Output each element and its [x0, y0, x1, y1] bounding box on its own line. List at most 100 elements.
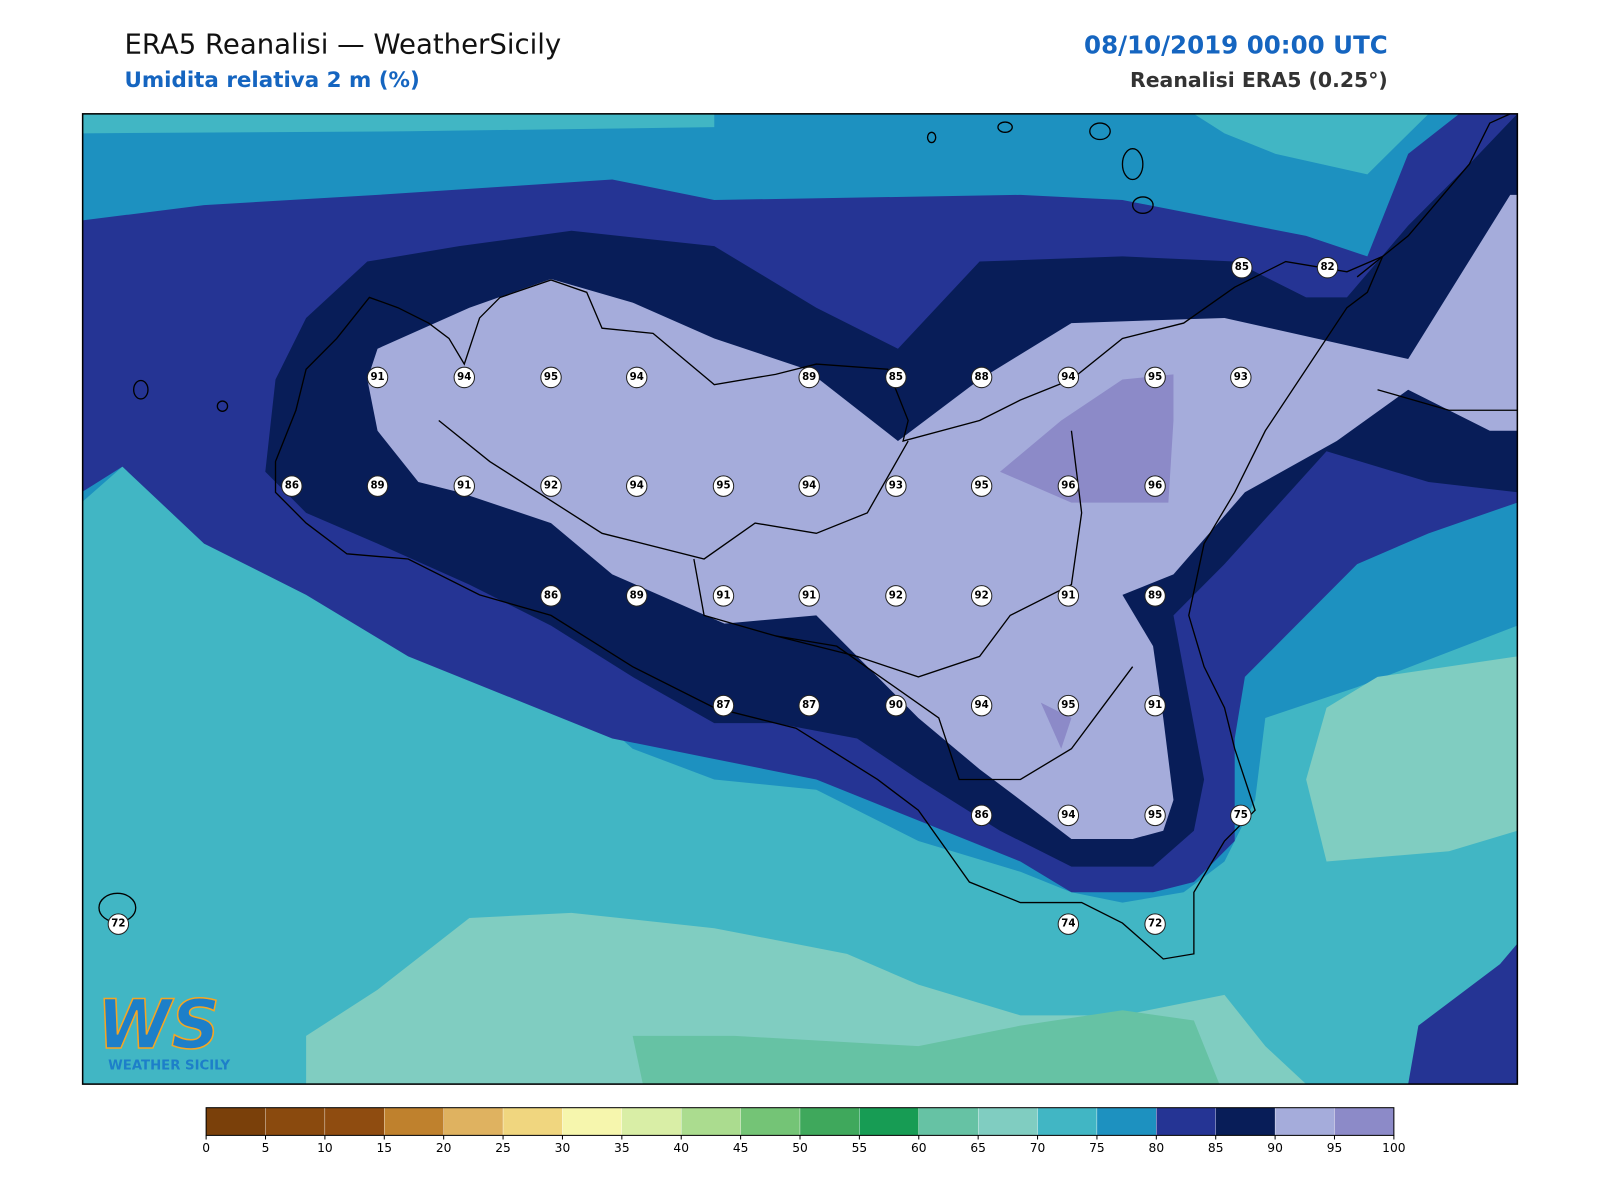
station-value: 95: [1148, 372, 1162, 383]
station-marker: [1230, 366, 1252, 389]
colorbar-segment: [1334, 1107, 1395, 1136]
colorbar-tick-label: 75: [1089, 1141, 1105, 1155]
colorbar-segment: [443, 1107, 504, 1136]
station-value: 91: [457, 481, 471, 492]
station-value: 92: [889, 590, 903, 601]
colorbar-segment: [918, 1107, 979, 1136]
datetime: 08/10/2019 00:00 UTC: [1084, 30, 1388, 59]
colorbar-tick-label: 95: [1327, 1141, 1343, 1155]
station-marker: [1057, 366, 1080, 389]
station-value: 91: [716, 590, 730, 601]
station-marker: [970, 694, 993, 717]
colorbar-segment: [1037, 1107, 1098, 1136]
colorbar-segment: [1096, 1107, 1157, 1136]
title: ERA5 Reanalisi — WeatherSicily: [124, 27, 561, 60]
subtitle: Umidita relativa 2 m (%): [124, 68, 419, 93]
station-marker: [885, 366, 907, 389]
station-value: 88: [975, 372, 989, 383]
station-marker: [281, 475, 303, 497]
colorbar-segment: [205, 1107, 266, 1136]
station-marker: [366, 366, 389, 389]
station-value: 72: [1148, 919, 1162, 930]
station-value: 95: [975, 481, 989, 492]
logo-mark: WS: [97, 985, 220, 1064]
coastline: [98, 113, 1518, 960]
station-value: 93: [889, 481, 903, 492]
station-value: 85: [889, 372, 903, 383]
colorbar-tick-label: 10: [317, 1141, 333, 1155]
station-value: 87: [716, 700, 730, 711]
station-value: 75: [1234, 810, 1248, 821]
station-value: 93: [1234, 372, 1248, 383]
colorbar-tick-label: 50: [792, 1141, 808, 1155]
colorbar: 0 5 10 15 20 25 30 35 40 45 50 55 60 65 70 75 80 85 90 95 10…: [202, 1107, 1406, 1155]
station-marker: [1144, 366, 1166, 389]
station-marker: [540, 475, 562, 497]
station-marker: [626, 366, 648, 389]
station-value: 91: [1148, 700, 1162, 711]
station-marker: [885, 475, 907, 497]
station-marker: [712, 694, 735, 717]
colorbar-tick-label: 55: [852, 1141, 868, 1155]
logo-tagline: WEATHER SICILY: [108, 1059, 230, 1074]
colorbar-tick-label: 80: [1149, 1141, 1165, 1155]
station-value: 95: [1061, 700, 1075, 711]
station-marker: [1144, 804, 1166, 827]
colorbar-tick-label: 35: [614, 1141, 630, 1155]
station-marker: [1057, 694, 1080, 717]
station-marker: [1230, 804, 1252, 827]
colorbar-segment: [1156, 1107, 1216, 1136]
station-marker: [1144, 913, 1166, 935]
station-marker: [712, 475, 735, 497]
colorbar-tick-label: 20: [436, 1141, 452, 1155]
station-value: 85: [1235, 262, 1249, 273]
station-value: 94: [630, 481, 644, 492]
colorbar-segment: [324, 1107, 385, 1136]
colorbar-tick-label: 100: [1382, 1141, 1405, 1155]
colorbar-segment: [502, 1107, 563, 1136]
station-value: 94: [975, 700, 989, 711]
colorbar-tick-label: 90: [1267, 1141, 1283, 1155]
source: Reanalisi ERA5 (0.25°): [1130, 68, 1388, 92]
station-marker: [540, 366, 562, 389]
station-marker: [1057, 913, 1080, 935]
station-marker: [1144, 475, 1166, 497]
station-value: 89: [1148, 590, 1162, 601]
colorbar-tick-label: 65: [970, 1141, 986, 1155]
colorbar-tick-label: 40: [673, 1141, 689, 1155]
station-marker: [970, 804, 993, 827]
colorbar-segment: [621, 1107, 682, 1136]
station-marker: [1057, 585, 1080, 607]
colorbar-segment: [740, 1107, 801, 1136]
station-value: 91: [802, 590, 816, 601]
colorbar-segment: [799, 1107, 860, 1136]
station-marker: [885, 694, 907, 717]
colorbar-segment: [1274, 1107, 1335, 1136]
station-marker: [798, 475, 820, 497]
station-marker: [798, 694, 820, 717]
colorbar-tick-label: 45: [733, 1141, 749, 1155]
map-frame: [81, 113, 1519, 1085]
station-value: 95: [544, 372, 558, 383]
colorbar-segment: [978, 1107, 1038, 1136]
station-marker: [453, 366, 475, 389]
colorbar-tick-label: 30: [555, 1141, 571, 1155]
colorbar-segment: [1215, 1107, 1276, 1136]
station-value: 94: [630, 372, 644, 383]
colorbar-segment: [562, 1107, 622, 1136]
station-marker: [626, 585, 648, 607]
colorbar-segment: [384, 1107, 444, 1136]
station-marker: [453, 475, 475, 497]
station-value: 91: [1061, 590, 1075, 601]
stations: 85 82 91 94 95 94 89 85 88 94 95 93 86 89 91 92 94 95 94 93…: [107, 256, 1339, 935]
station-marker: [885, 585, 907, 607]
colorbar-tick-label: 5: [262, 1141, 270, 1155]
station-marker: [1144, 694, 1166, 717]
station-value: 92: [544, 481, 558, 492]
station-value: 95: [716, 481, 730, 492]
station-marker: [712, 585, 735, 607]
station-value: 86: [285, 481, 299, 492]
station-value: 92: [975, 590, 989, 601]
station-marker: [1057, 804, 1080, 827]
